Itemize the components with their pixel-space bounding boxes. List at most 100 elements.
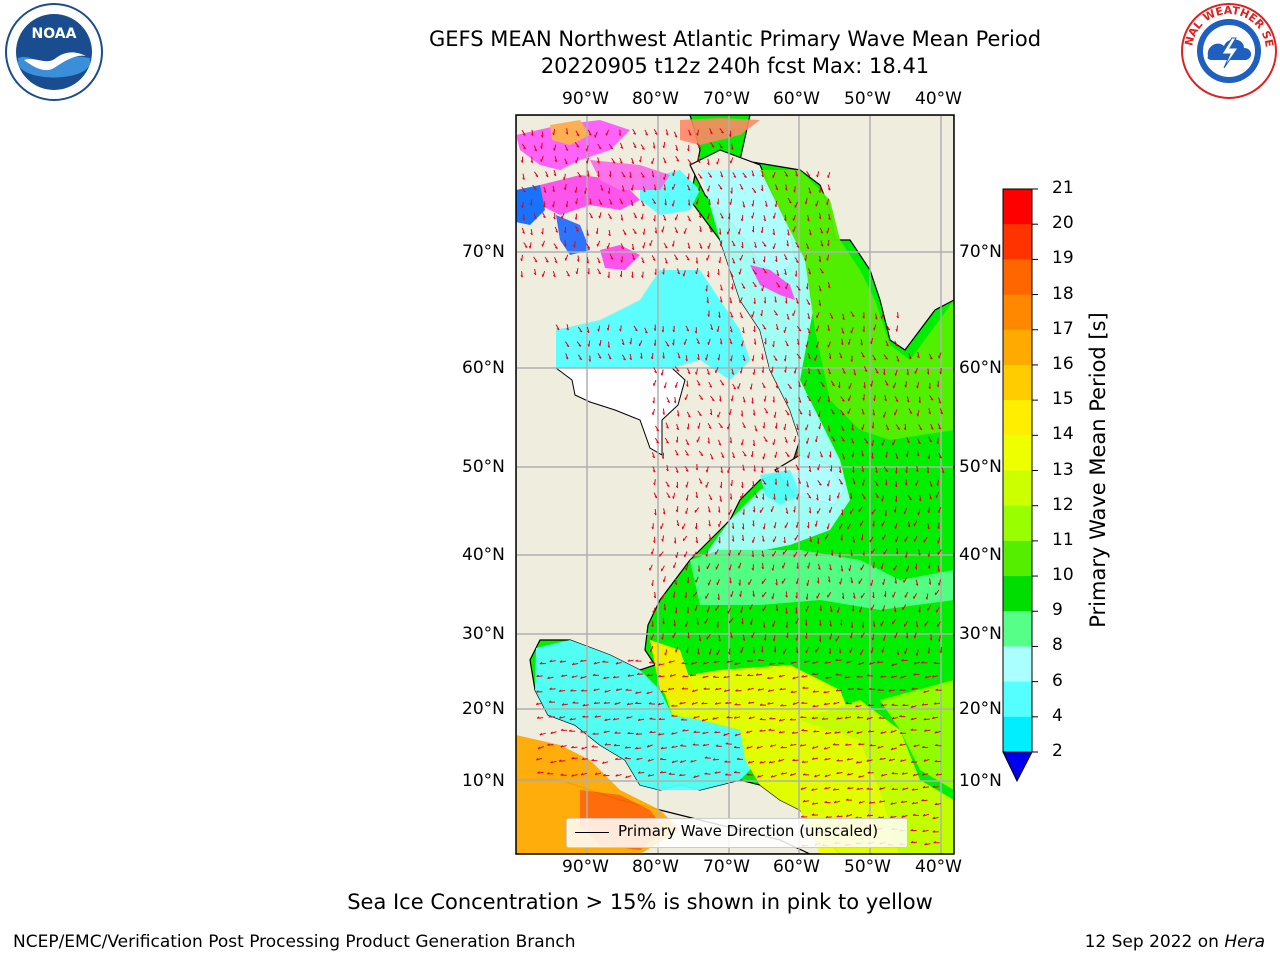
wave-arrow-head	[707, 314, 710, 317]
wave-arrow-head	[699, 481, 703, 484]
wave-arrow-head	[825, 815, 829, 818]
wave-arrow-head	[726, 716, 730, 719]
wave-arrow-head	[797, 288, 801, 291]
wave-arrow-head	[904, 555, 907, 558]
wave-arrow-head	[554, 159, 558, 163]
wave-arrow-head	[740, 442, 743, 446]
wave-arrow-head	[654, 231, 657, 234]
wave-arrow-head	[573, 244, 576, 248]
wave-arrow-head	[662, 621, 665, 625]
wave-arrow-head	[836, 771, 839, 775]
wave-arrow-head	[829, 624, 832, 627]
wave-arrow-head	[643, 190, 646, 193]
wave-arrow-head	[936, 483, 939, 486]
wave-arrow-head	[536, 690, 539, 693]
lat-label-left-60n: 60°N	[462, 358, 505, 378]
wave-arrow-head	[786, 344, 789, 347]
wave-arrow-head	[563, 177, 565, 180]
wave-arrow-head	[807, 525, 810, 529]
wave-arrow-head	[899, 714, 902, 717]
wave-arrow-head	[830, 553, 834, 556]
wave-arrow-head	[880, 731, 883, 734]
wave-arrow-head	[849, 496, 852, 500]
wave-arrow-head	[734, 733, 737, 737]
wave-arrow-head	[659, 757, 663, 760]
wave-arrow-head	[809, 232, 812, 236]
wave-arrow-head	[683, 342, 686, 345]
wave-arrow-head	[910, 705, 914, 708]
wave-arrow-head	[880, 703, 884, 707]
wave-arrow-head	[768, 728, 772, 731]
wave-arrow-head	[877, 746, 880, 749]
wave-arrow-head	[923, 759, 926, 762]
wave-arrow-head	[699, 246, 703, 249]
wave-arrow-head	[808, 191, 812, 194]
colorbar-tick-label: 21	[1052, 178, 1074, 198]
wave-arrow-head	[539, 661, 543, 665]
wave-arrow-head	[664, 202, 667, 206]
colorbar-segment	[1003, 364, 1032, 401]
wave-arrow-head	[677, 272, 680, 275]
lat-label-right-30n: 30°N	[959, 624, 1002, 644]
wave-arrow-head	[826, 230, 828, 234]
wave-arrow-head	[603, 676, 606, 679]
wave-arrow-head	[603, 773, 606, 777]
wave-arrow-head	[653, 328, 656, 331]
wave-arrow-head	[660, 746, 664, 750]
wave-arrow	[566, 128, 569, 135]
wave-arrow-head	[870, 583, 872, 586]
wave-arrow-head	[784, 187, 788, 191]
wave-arrow-head	[774, 426, 777, 429]
wave-arrow-head	[865, 441, 869, 444]
wave-arrow-head	[707, 441, 710, 444]
wave-arrow-head	[676, 427, 679, 431]
lat-label-left-70n: 70°N	[462, 242, 505, 262]
wave-arrow-head	[828, 455, 832, 458]
wave-arrow-head	[708, 510, 711, 513]
wave-arrow-head	[931, 675, 935, 678]
colorbar-tick-label: 20	[1052, 213, 1074, 234]
wave-arrow-head	[811, 788, 814, 791]
wave-arrow-head	[930, 427, 934, 430]
wave-arrow-head	[875, 371, 879, 374]
wave-arrow-head	[805, 650, 807, 654]
wave-arrow-head	[534, 188, 537, 191]
wave-arrow-head	[820, 244, 824, 247]
wave-arrow-head	[610, 147, 613, 150]
wave-arrow-head	[552, 204, 554, 208]
wave-arrow-head	[597, 174, 600, 178]
wave-arrow-head	[895, 344, 898, 347]
wave-arrow-head	[875, 470, 878, 474]
wave-arrow-head	[894, 581, 897, 584]
wave-arrow-head	[662, 512, 666, 515]
wave-arrow-head	[808, 413, 811, 417]
wave-arrow	[685, 564, 689, 571]
wave-arrow-head	[694, 330, 697, 334]
wave-arrow-head	[773, 415, 776, 418]
wave-arrow-head	[751, 229, 755, 233]
wave-arrow-head	[723, 689, 727, 692]
wave-arrow-head	[906, 400, 910, 403]
wave-arrow-head	[861, 355, 865, 358]
wave-arrow-head	[697, 383, 701, 386]
wave-arrow-head	[927, 566, 931, 569]
colorbar-segment	[1003, 540, 1032, 577]
wave-arrow-head	[541, 231, 544, 235]
wave-arrow-head	[751, 174, 755, 177]
wave-arrow-head	[700, 398, 703, 400]
wave-arrow-head	[918, 498, 922, 502]
colorbar-extend-arrow	[1002, 751, 1033, 783]
wave-arrow-head	[872, 595, 875, 599]
wave-arrow-head	[530, 160, 533, 164]
wave-arrow-head	[748, 716, 752, 720]
wave-arrow-head	[588, 133, 592, 136]
wave-arrow-head	[682, 273, 685, 277]
wave-arrow-head	[888, 689, 892, 692]
wave-arrow-head	[890, 730, 893, 733]
wave-arrow-head	[801, 728, 805, 731]
wave-arrow	[761, 324, 767, 330]
wave-arrow-head	[774, 482, 777, 485]
wave-arrow-head	[911, 801, 915, 805]
colorbar-segment	[1003, 716, 1032, 753]
wave-arrow-head	[725, 701, 728, 704]
